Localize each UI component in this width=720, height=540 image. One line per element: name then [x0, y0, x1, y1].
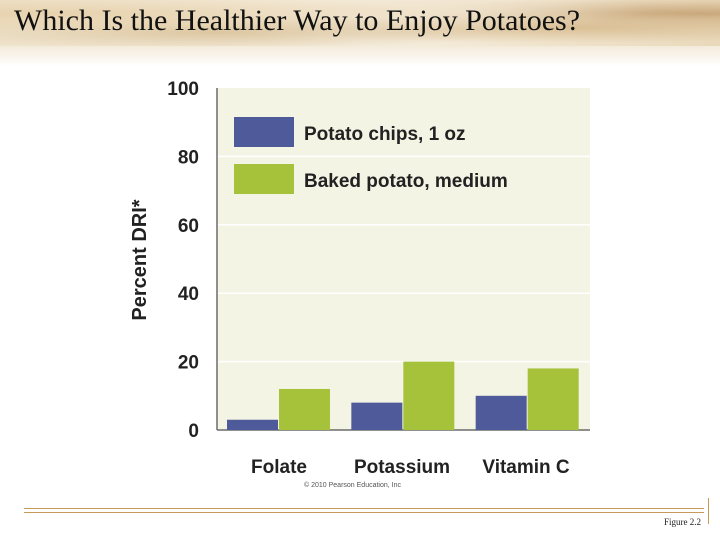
x-category-label: Folate — [251, 457, 307, 478]
bar-baked — [527, 368, 579, 430]
y-tick-label: 20 — [178, 353, 199, 374]
bar-chips — [351, 402, 403, 430]
legend-label: Baked potato, medium — [304, 171, 508, 192]
copyright-notice: © 2010 Pearson Education, Inc — [304, 482, 401, 489]
page-title: Which Is the Healthier Way to Enjoy Pota… — [14, 4, 581, 37]
legend-swatch-baked — [234, 164, 294, 194]
bar-baked — [403, 361, 455, 430]
footer-rule-top — [24, 508, 704, 509]
x-category-label: Potassium — [354, 457, 450, 478]
y-tick-label: 40 — [178, 284, 199, 305]
y-tick-label: 100 — [167, 79, 199, 100]
figure-label: Figure 2.2 — [664, 517, 701, 527]
title-banner: Which Is the Healthier Way to Enjoy Pota… — [0, 0, 720, 66]
y-tick-label: 80 — [178, 147, 199, 168]
y-tick-label: 0 — [188, 421, 199, 442]
legend-label: Potato chips, 1 oz — [304, 124, 466, 145]
legend-swatch-chips — [234, 117, 294, 147]
y-axis-label: Percent DRI* — [129, 199, 151, 320]
footer-vertical-rule — [708, 498, 709, 524]
bar-baked — [279, 388, 330, 430]
footer-rule-bottom — [24, 512, 704, 513]
bar-chips — [227, 419, 278, 430]
x-category-label: Vitamin C — [482, 457, 570, 478]
bar-chips — [475, 395, 527, 430]
y-tick-label: 60 — [178, 216, 199, 237]
